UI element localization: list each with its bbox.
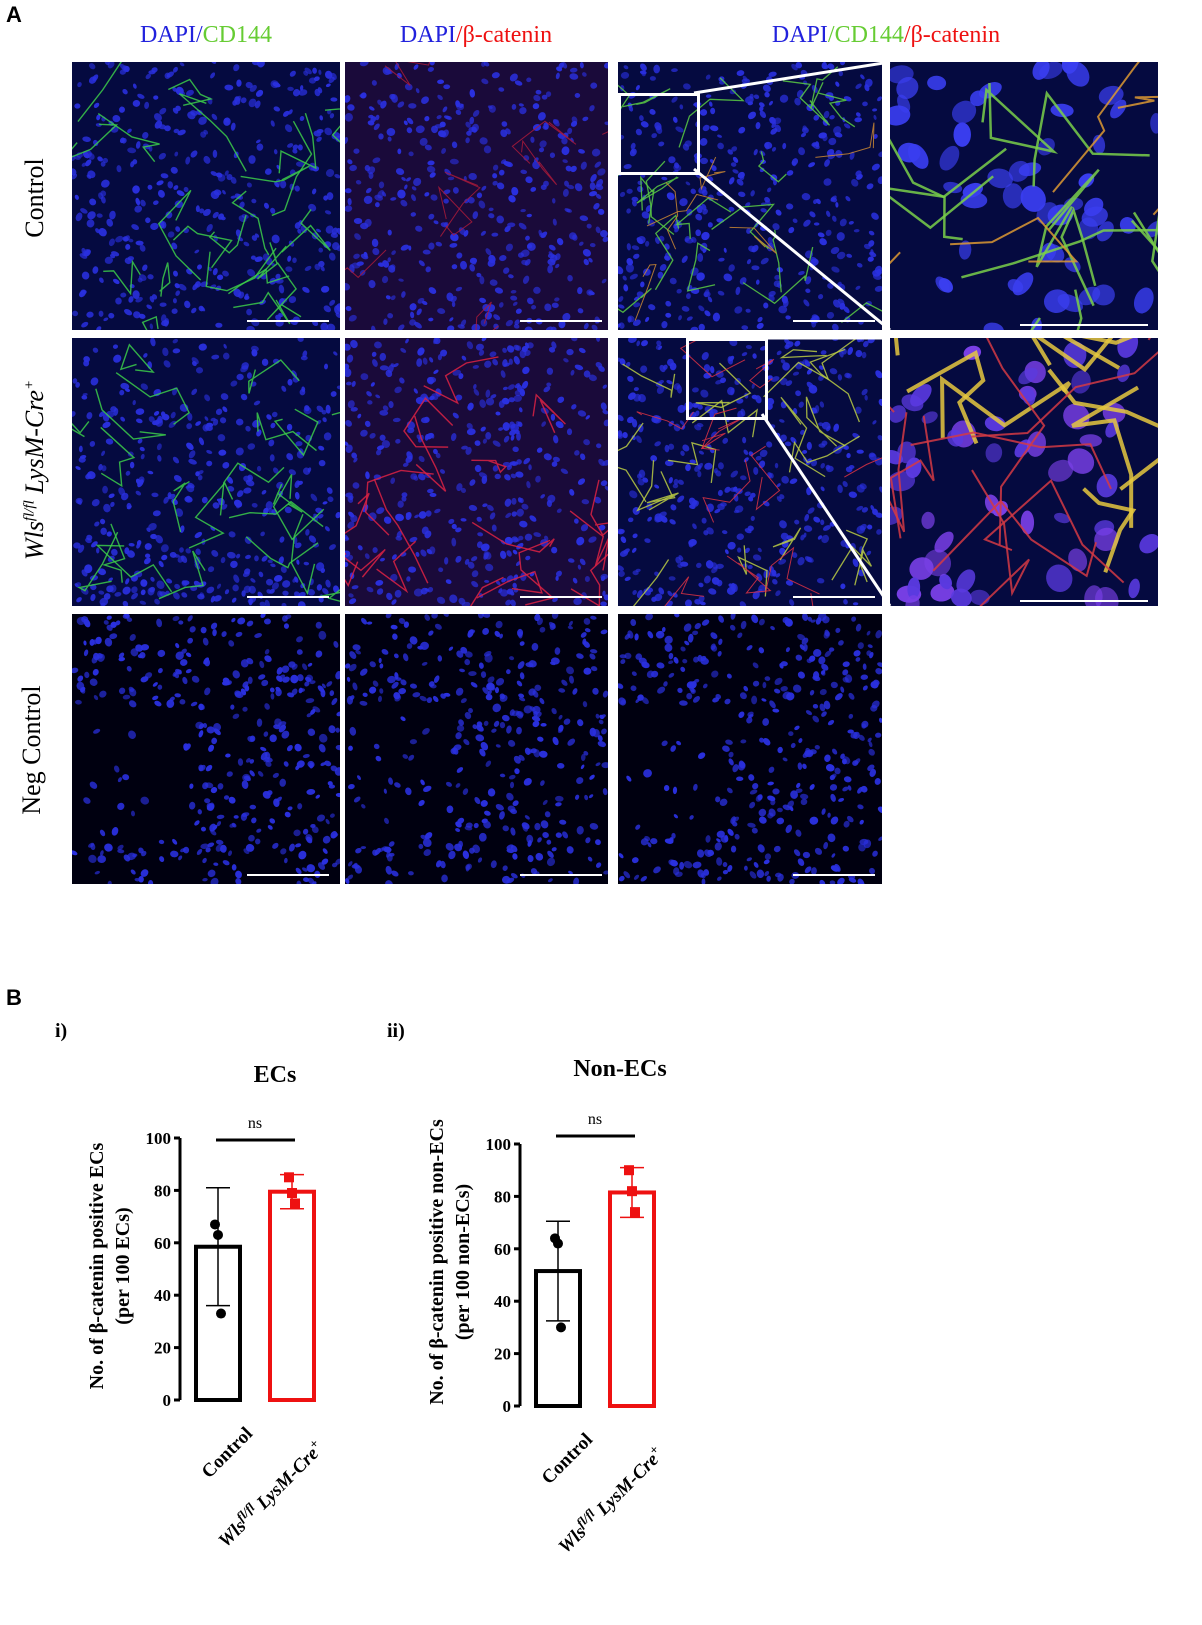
zoom-box-wls (686, 338, 768, 420)
micrograph-wls-bcatenin (345, 338, 608, 606)
y-tick-label: 80 (154, 1181, 171, 1200)
panel-a-letter: A (6, 2, 22, 27)
y-tick-label: 40 (494, 1292, 511, 1311)
micrograph-wls-zoom (890, 338, 1158, 606)
col-header-segment: / (455, 22, 463, 48)
y-tick-label: 60 (494, 1240, 511, 1259)
micrograph-control-bcatenin (345, 62, 608, 330)
col-header-segment: / (827, 22, 835, 48)
bar-wls (268, 1189, 316, 1402)
micrograph-wls-cd144 (72, 338, 340, 606)
chart-i-ylabel: No. of β-catenin positive ECs (per 100 EC… (86, 1142, 134, 1390)
y-tick-label: 0 (163, 1391, 172, 1410)
micrograph-wls-merge (618, 338, 882, 606)
chart-i-title: ECs (253, 1062, 297, 1088)
bar-wls (608, 1190, 656, 1408)
bar-control (534, 1269, 582, 1408)
col-header-cd144: DAPI/CD144 (70, 22, 342, 49)
sub-label-i: i) (55, 1020, 68, 1042)
micrograph-control-zoom (890, 62, 1158, 330)
data-point-wls (627, 1186, 637, 1197)
chart-i-xtick-wls: Wlsfl/fl LysM-Cre+ (214, 1435, 323, 1552)
y-tick-label: 60 (154, 1234, 171, 1253)
significance-label: ns (248, 1115, 262, 1132)
data-point-control (210, 1219, 220, 1230)
y-tick-label: 40 (154, 1286, 171, 1305)
data-point-control (213, 1229, 223, 1240)
chart-ii-title: Non-ECs (573, 1056, 667, 1082)
col-header-segment: β-catenin (462, 22, 553, 48)
data-point-wls (624, 1165, 634, 1176)
chart-ii-xtick-wls: Wlsfl/fl LysM-Cre+ (554, 1441, 663, 1558)
y-tick-label: 100 (486, 1135, 512, 1154)
col-header-segment: CD144 (202, 22, 273, 48)
col-header-merge: DAPI/CD144/β-catenin (616, 22, 1156, 49)
sub-label-ii: ii) (387, 1020, 405, 1042)
zoom-connectors (0, 0, 1202, 900)
data-point-control (216, 1308, 226, 1319)
col-header-bcatenin: DAPI/β-catenin (344, 22, 608, 49)
significance-label: ns (588, 1111, 602, 1128)
y-tick-label: 20 (494, 1345, 511, 1364)
micrograph-control-cd144 (72, 62, 340, 330)
col-header-segment: DAPI (771, 22, 828, 48)
col-header-segment: / (196, 22, 203, 48)
col-header-segment: / (903, 22, 911, 48)
data-point-wls (290, 1198, 300, 1209)
data-point-control (553, 1238, 563, 1249)
y-tick-label: 20 (154, 1339, 171, 1358)
micrograph-control-merge (618, 62, 882, 330)
col-header-segment: DAPI (139, 22, 196, 48)
col-header-segment: β-catenin (910, 22, 1001, 48)
micrograph-neg-cd144 (72, 614, 340, 884)
zoom-box-control (618, 93, 700, 175)
panel-b-letter: B (6, 985, 22, 1010)
data-point-control (556, 1322, 566, 1333)
data-point-wls (287, 1188, 297, 1199)
data-point-wls (630, 1207, 640, 1218)
y-tick-label: 80 (494, 1187, 511, 1206)
data-point-wls (284, 1172, 294, 1183)
micrograph-neg-bcatenin (345, 614, 608, 884)
micrograph-neg-merge (618, 614, 882, 884)
chart-ii-plot: 0 20 40 60 80 100 ns (486, 1111, 656, 1416)
chart-i-plot: 0 20 40 60 80 100 ns (146, 1115, 316, 1410)
y-tick-label: 0 (503, 1397, 512, 1416)
y-tick-label: 100 (146, 1129, 172, 1148)
chart-ii-ylabel: No. of β-catenin positive non-ECs (per 10… (426, 1119, 474, 1405)
col-header-segment: CD144 (834, 22, 904, 48)
col-header-segment: DAPI (399, 22, 456, 48)
